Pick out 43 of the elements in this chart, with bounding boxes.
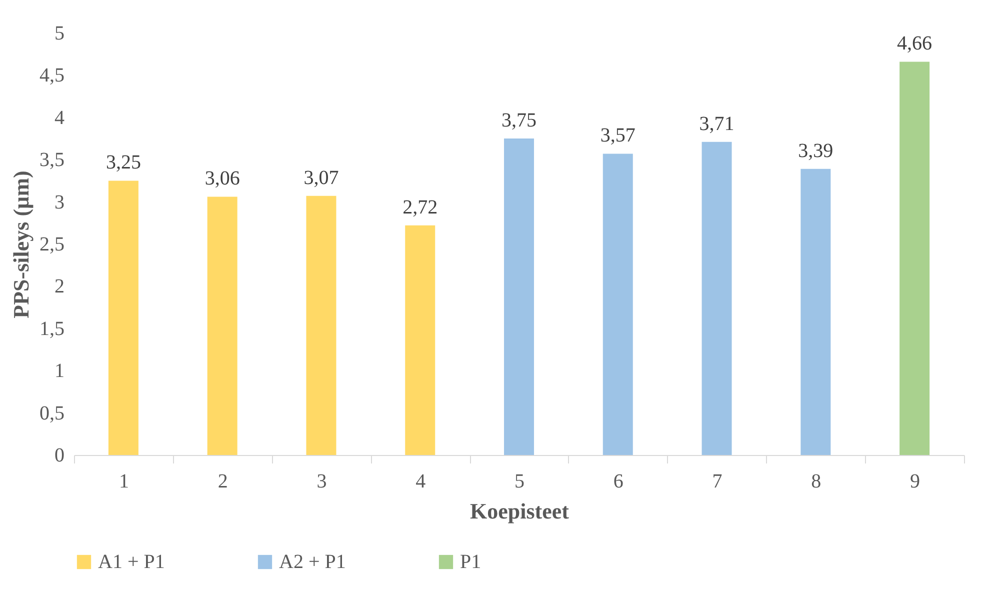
y-tick-label: 3,5	[40, 149, 64, 172]
x-tick-label: 7	[712, 470, 722, 492]
bar	[108, 180, 138, 455]
x-tick-label: 3	[316, 470, 327, 492]
x-tick-label: 9	[910, 470, 920, 492]
data-label: 3,71	[699, 112, 734, 135]
y-axis-title: PPS-sileys (µm)	[8, 170, 34, 318]
y-tick-label: 1	[54, 360, 64, 382]
bar	[800, 168, 831, 455]
y-tick-label: 0,5	[40, 402, 64, 424]
y-tick-label: 1,5	[40, 318, 64, 340]
data-label: 3,39	[798, 140, 834, 162]
x-tick-label: 6	[613, 470, 624, 492]
data-label: 2,72	[402, 196, 438, 218]
data-label: 3,06	[204, 168, 240, 190]
x-tick-label: 8	[811, 470, 822, 492]
bar	[306, 196, 336, 455]
x-tick-label: 2	[218, 470, 228, 492]
legend-label: A1 + P1	[98, 551, 165, 573]
y-tick-label: 5	[54, 22, 64, 44]
data-label: 3,57	[600, 124, 636, 147]
data-label: 4,66	[897, 32, 932, 55]
y-tick-label: 4	[54, 106, 64, 129]
bar	[602, 154, 633, 455]
data-label: 3,25	[106, 152, 141, 174]
legend-label: P1	[460, 551, 482, 573]
y-tick-label: 2	[54, 276, 64, 298]
bar	[504, 138, 534, 455]
bar	[900, 62, 930, 455]
x-tick-label: 1	[118, 470, 129, 492]
data-label: 3,07	[304, 166, 339, 189]
bar	[207, 196, 238, 455]
data-label: 3,75	[502, 110, 536, 132]
y-tick-label: 3	[54, 191, 64, 214]
legend-label: A2 + P1	[279, 551, 346, 573]
y-tick-label: 4,5	[40, 64, 64, 87]
y-tick-label: 0	[54, 444, 64, 466]
y-tick-label: 2,5	[40, 234, 64, 256]
x-tick-label: 4	[416, 470, 426, 492]
x-tick-label: 5	[514, 470, 524, 492]
x-axis-title: Koepisteet	[470, 498, 570, 524]
bar	[702, 142, 732, 455]
bar	[405, 225, 436, 455]
